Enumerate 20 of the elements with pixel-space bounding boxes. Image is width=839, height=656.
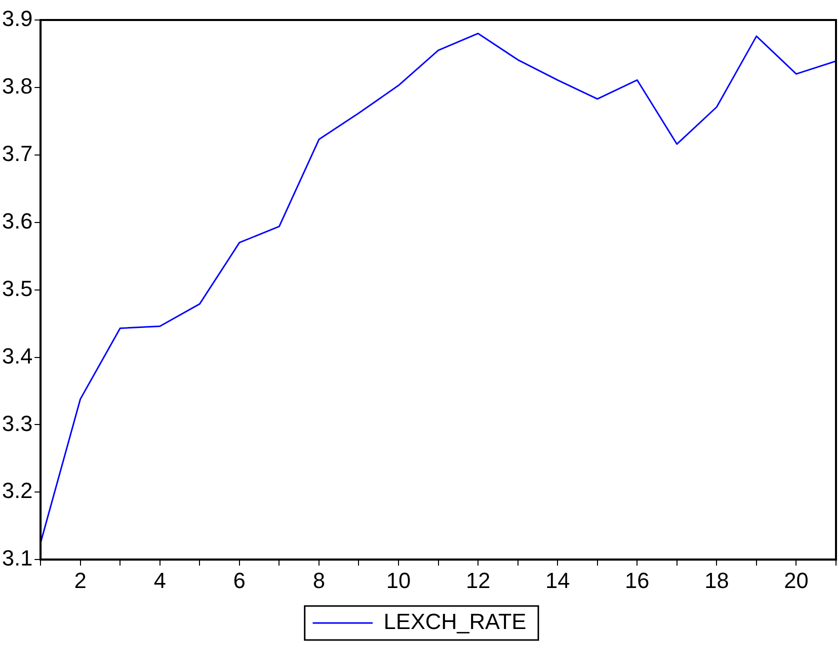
y-tick-label: 3.8 bbox=[2, 74, 33, 99]
y-tick-label: 3.2 bbox=[2, 478, 33, 504]
y-tick-label: 3.3 bbox=[2, 410, 33, 436]
y-tick-label: 3.6 bbox=[2, 208, 33, 234]
y-tick-label: 3.9 bbox=[2, 6, 33, 32]
x-tick-label: 8 bbox=[312, 568, 326, 593]
x-tick-label: 16 bbox=[624, 568, 650, 593]
x-tick-label: 20 bbox=[784, 568, 808, 593]
x-tick-label: 12 bbox=[466, 568, 490, 593]
x-tick-label: 6 bbox=[233, 568, 246, 593]
y-tick-label: 3.4 bbox=[2, 343, 33, 368]
x-tick-label: 14 bbox=[545, 568, 570, 593]
y-tick-label: 3.5 bbox=[2, 276, 33, 301]
legend-label: LEXCH_RATE bbox=[384, 609, 526, 634]
y-tick-label: 3.7 bbox=[2, 140, 33, 166]
x-tick-label: 4 bbox=[154, 568, 166, 593]
x-tick-label: 10 bbox=[386, 568, 411, 593]
x-tick-label: 2 bbox=[74, 568, 86, 593]
x-tick-label: 18 bbox=[704, 568, 729, 593]
y-tick-label: 3.1 bbox=[2, 546, 33, 571]
